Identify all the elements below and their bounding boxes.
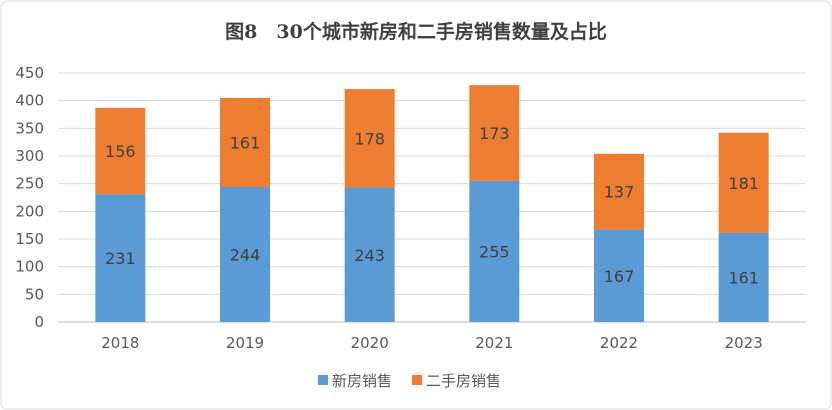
legend-swatch (412, 375, 422, 385)
legend-label: 新房销售 (332, 372, 392, 390)
x-tick-label: 2022 (600, 334, 638, 352)
bar-new-home-2020 (344, 187, 395, 322)
data-label: 231 (105, 249, 136, 268)
y-tick-label: 300 (15, 147, 44, 165)
y-tick-label: 0 (34, 313, 44, 331)
y-tick-label: 250 (15, 175, 44, 193)
data-label: 244 (230, 245, 261, 264)
y-tick-label: 200 (15, 202, 44, 220)
data-label: 161 (230, 133, 261, 152)
bar-new-home-2023 (718, 232, 769, 322)
y-tick-label: 150 (15, 230, 44, 248)
y-tick-label: 100 (15, 258, 44, 276)
y-tick-label: 450 (15, 64, 44, 82)
data-label: 156 (105, 142, 136, 161)
bar-second-hand-2018 (95, 107, 146, 195)
chart-title: 图8 30个城市新房和二手房销售数量及占比 (225, 20, 607, 43)
x-tick-label: 2020 (351, 334, 389, 352)
bar-second-hand-2021 (469, 85, 520, 181)
y-tick-label: 350 (15, 119, 44, 137)
bar-new-home-2019 (220, 186, 270, 322)
data-label: 167 (604, 267, 635, 286)
data-label: 137 (604, 183, 635, 202)
data-label: 161 (728, 268, 759, 287)
data-label: 178 (354, 129, 385, 148)
x-tick-label: 2023 (725, 334, 763, 352)
bar-new-home-2021 (469, 180, 520, 322)
data-label: 181 (728, 174, 759, 193)
bar-second-hand-2020 (344, 89, 395, 188)
bar-second-hand-2022 (594, 153, 644, 230)
legend-swatch (318, 375, 328, 385)
data-label: 173 (479, 124, 510, 143)
x-tick-label: 2019 (226, 334, 264, 352)
legend-label: 二手房销售 (426, 372, 501, 390)
y-tick-label: 400 (15, 92, 44, 110)
bar-new-home-2022 (594, 229, 644, 322)
x-tick-label: 2018 (101, 334, 139, 352)
bar-new-home-2018 (95, 194, 146, 322)
x-tick-label: 2021 (475, 334, 513, 352)
bar-second-hand-2023 (718, 132, 769, 233)
data-label: 243 (354, 246, 385, 265)
bar-second-hand-2019 (220, 97, 270, 187)
data-label: 255 (479, 242, 510, 261)
y-tick-label: 50 (25, 285, 44, 303)
